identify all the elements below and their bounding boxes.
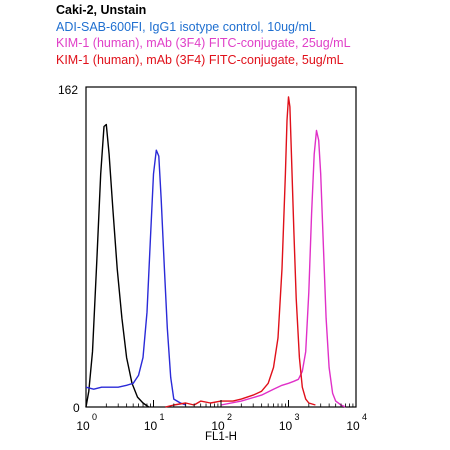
series-line-1 [85,149,186,406]
y-tick-label-max: 162 [58,83,78,97]
x-tick-exponent-1: 1 [160,412,165,422]
x-tick-label-1: 10 [144,419,158,433]
legend-entry-kim1-25ug: KIM-1 (human), mAb (3F4) FITC-conjugate,… [56,36,351,50]
series-line-3 [165,96,316,408]
series-line-2 [220,129,346,408]
series-layer [85,96,346,408]
x-axis-title: FL1-H [205,431,237,443]
x-tick-exponent-0: 0 [92,412,97,422]
x-tick-label-3: 10 [279,419,293,433]
x-tick-exponent-2: 2 [227,412,232,422]
x-tick-label-0: 10 [76,419,90,433]
legend-entry-unstain: Caki-2, Unstain [56,3,147,17]
x-tick-label-4: 10 [346,419,360,433]
legend-entry-kim1-5ug: KIM-1 (human), mAb (3F4) FITC-conjugate,… [56,52,344,67]
legend: Caki-2, Unstain ADI-SAB-600FI, IgG1 isot… [56,2,446,68]
series-line-0 [85,123,150,408]
x-tick-exponent-3: 3 [295,412,300,422]
x-tick-exponent-4: 4 [362,412,367,422]
x-tick-label-2: 10 [211,419,225,433]
legend-entry-isotype-control: ADI-SAB-600FI, IgG1 isotype control, 10u… [56,19,316,34]
y-tick-label-zero: 0 [73,401,80,415]
